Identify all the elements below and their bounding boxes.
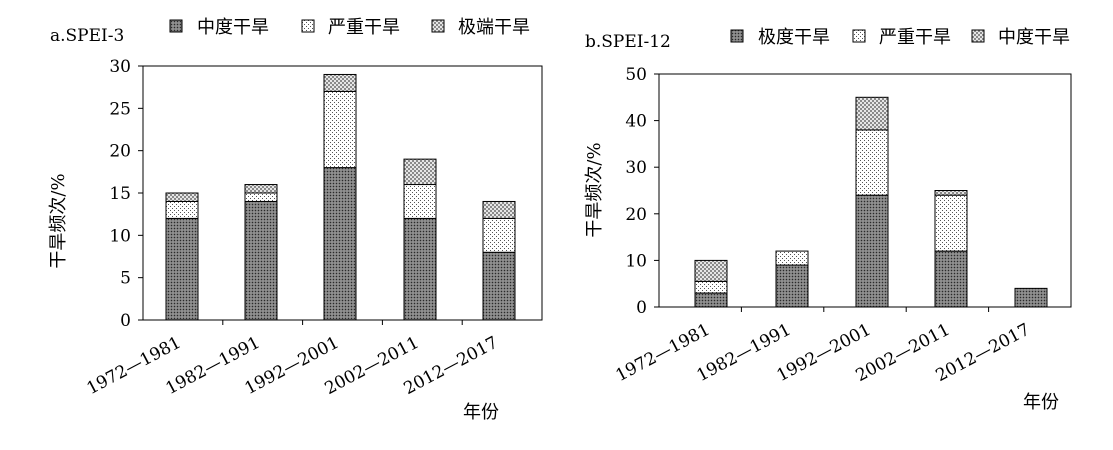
bar-segment [934,190,968,196]
legend-a: 中度干旱 严重干旱 极端干旱 [169,17,530,38]
chart-panel-b: b.SPEI-12 极度干旱 严重干旱 中度干旱 1972—19811982—199… [584,27,1072,413]
y-tick-label: 30 [109,57,131,77]
y-axis-label-a: 干旱频次/% [48,173,69,268]
x-categories-a: 1972—19811982—19911992—20012002—20112012… [84,333,502,399]
legend-swatch [431,19,445,33]
bar-segment [403,158,437,186]
bar-segment [694,280,728,294]
legend-swatch [301,19,315,33]
bar-segment [165,200,199,219]
x-axis-label-a: 年份 [463,402,499,423]
bar-segment [244,184,278,194]
y-tick-label: 10 [109,226,131,246]
x-axis-label-b: 年份 [1023,392,1059,413]
y-ticks-a: 0 5 10 15 20 25 30 [109,57,143,331]
bar-segment [1014,287,1048,308]
panel-title-b: b.SPEI-12 [585,32,671,52]
bar-segment [775,264,809,308]
y-tick-label: 20 [625,205,647,225]
y-tick-label: 25 [109,99,131,119]
y-tick-label: 5 [120,269,131,289]
bars-a [165,73,516,321]
bar-segment [323,167,357,321]
y-tick-label: 0 [636,298,647,318]
bar-segment [244,192,278,202]
bar-segment [482,217,516,253]
panel-title-a: a.SPEI-3 [50,26,124,46]
legend-label: 极端干旱 [458,17,530,38]
y-tick-label: 20 [109,142,131,162]
bar-segment [244,200,278,321]
bar-segment [855,194,889,308]
legend-label: 严重干旱 [328,17,400,38]
legend-label: 严重干旱 [879,27,951,48]
bar-segment [403,184,437,219]
y-ticks-b: 0 10 20 30 40 50 [625,65,659,318]
y-tick-label: 30 [625,158,647,178]
bar-segment [403,217,437,321]
bar-segment [165,192,199,202]
bars-b [694,96,1048,308]
legend-swatch [971,29,985,43]
legend-b: 极度干旱 严重干旱 中度干旱 [730,27,1070,48]
legend-label: 中度干旱 [197,17,269,38]
bar-segment [934,250,968,308]
x-categories-b: 1972—19811982—19911992—20012002—20112012… [613,320,1034,386]
legend-swatch [852,29,866,43]
y-tick-label: 0 [120,311,131,331]
chart-panel-a: a.SPEI-3 中度干旱 严重干旱 极端干旱 1972—19811982—1991… [48,17,543,423]
bar-segment [323,73,357,92]
bar-segment [694,259,728,282]
legend-swatch [730,29,744,43]
bar-segment [775,250,809,266]
bar-segment [934,194,968,252]
y-tick-label: 10 [625,251,647,271]
y-axis-label-b: 干旱频次/% [584,142,605,237]
bar-segment [855,96,889,131]
bar-segment [482,200,516,219]
y-tick-label: 15 [109,184,131,204]
bar-segment [323,90,357,169]
legend-swatch [169,19,183,33]
y-tick-label: 40 [625,112,647,132]
y-tick-label: 50 [625,65,647,85]
bar-segment [694,292,728,308]
bar-segment [855,129,889,196]
legend-label: 中度干旱 [998,27,1070,48]
bar-segment [482,251,516,321]
bar-segment [165,217,199,321]
legend-label: 极度干旱 [758,27,830,48]
